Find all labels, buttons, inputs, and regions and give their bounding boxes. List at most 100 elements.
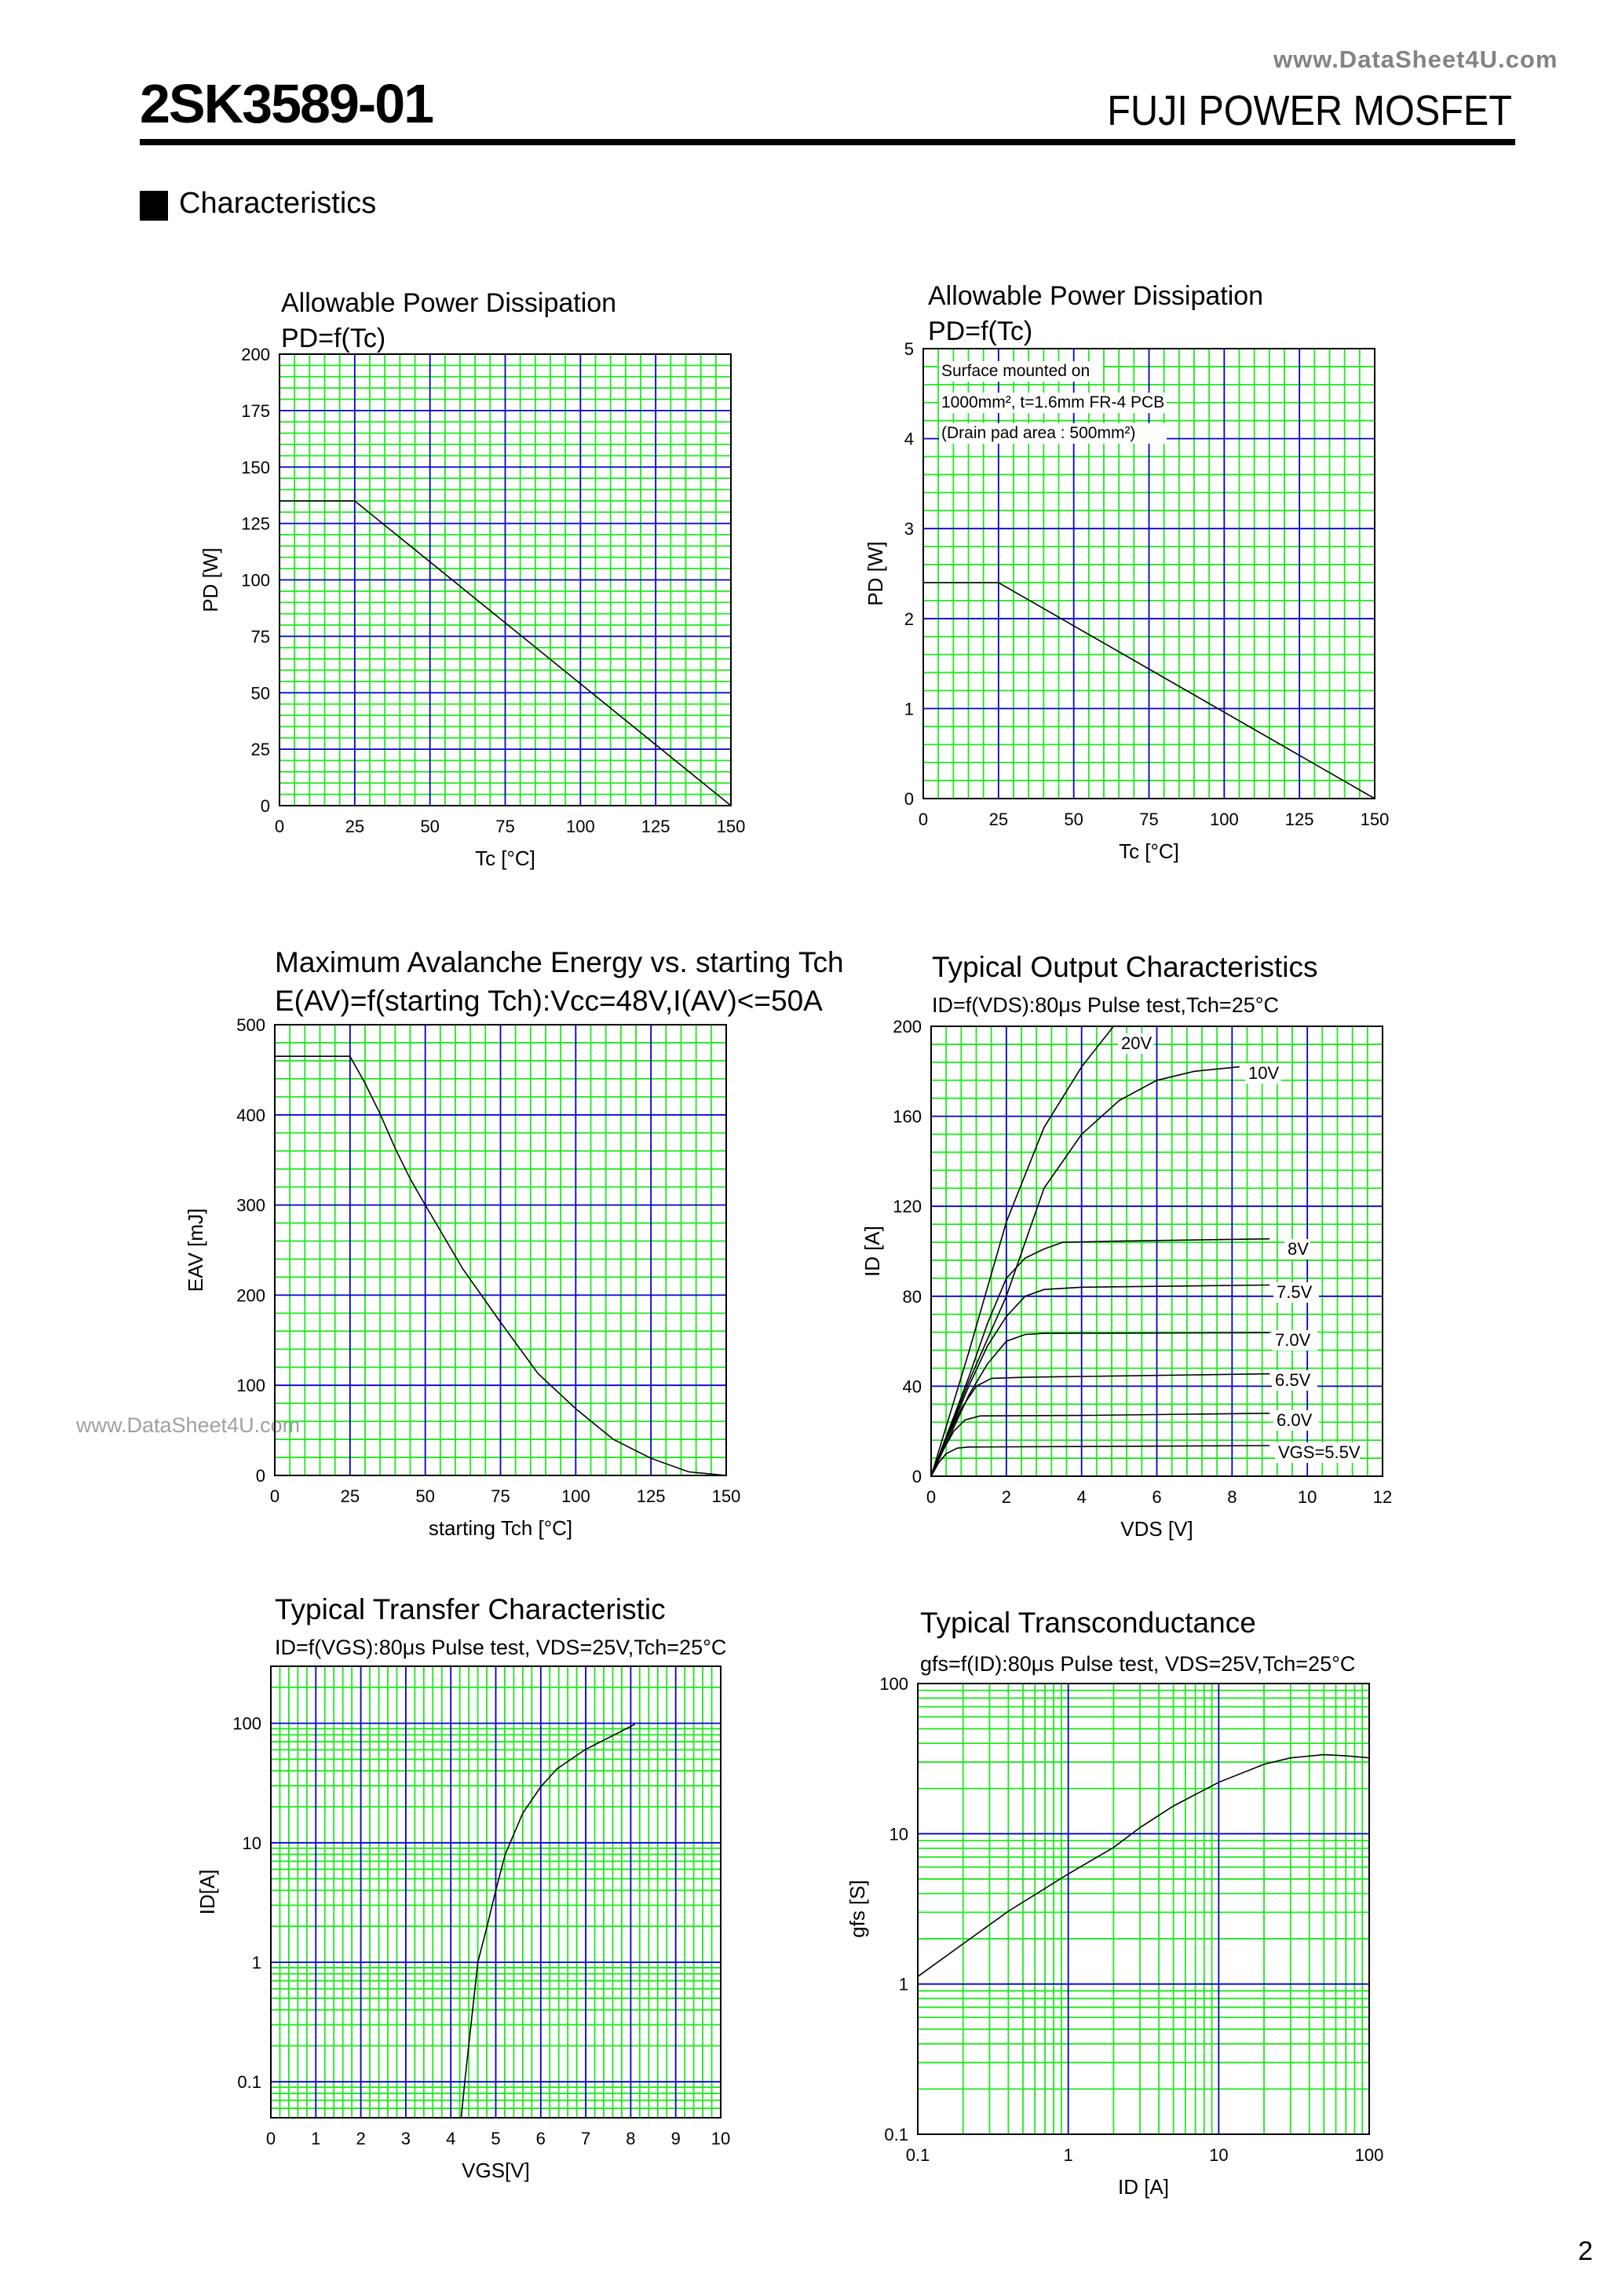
x-tick-label: 125 bbox=[1285, 810, 1314, 829]
y-axis-label: ID [A] bbox=[860, 1226, 884, 1277]
series-curve bbox=[930, 1026, 1115, 1477]
x-tick-label: 100 bbox=[1210, 810, 1239, 829]
x-tick-label: 4 bbox=[446, 2129, 455, 2148]
x-tick-label: 7 bbox=[581, 2129, 590, 2148]
x-tick-label: 5 bbox=[491, 2129, 500, 2148]
series-label-background bbox=[1118, 1033, 1154, 1054]
plot-frame bbox=[922, 348, 1375, 799]
series-label-background bbox=[1272, 1330, 1317, 1351]
x-tick-label: 25 bbox=[989, 810, 1008, 829]
series-curve bbox=[930, 1413, 1270, 1477]
x-tick-label: 9 bbox=[671, 2129, 681, 2148]
x-axis-label: Tc [°C] bbox=[475, 846, 535, 870]
y-tick-label: 10 bbox=[890, 1824, 908, 1844]
series-label-background bbox=[1245, 1063, 1281, 1084]
brand-title: FUJI POWER MOSFET bbox=[1107, 87, 1512, 134]
series-label: 7.5V bbox=[1277, 1282, 1313, 1302]
series-label: 20V bbox=[1121, 1033, 1152, 1053]
chart-title: Typical Transfer Characteristic bbox=[275, 1593, 666, 1625]
chart-4: Typical Output Characteristics ID=f(VDS):… bbox=[860, 951, 1392, 1541]
plot-frame bbox=[279, 353, 732, 806]
y-tick-label: 200 bbox=[893, 1017, 922, 1036]
watermark-top: www.DataSheet4U.com bbox=[1273, 46, 1558, 73]
x-tick-label: 25 bbox=[341, 1486, 360, 1506]
x-tick-label: 4 bbox=[1077, 1487, 1087, 1507]
y-tick-label: 125 bbox=[241, 514, 270, 534]
y-tick-label: 175 bbox=[241, 401, 270, 421]
series-curve bbox=[930, 1332, 1270, 1477]
y-tick-label: 75 bbox=[251, 627, 270, 646]
y-tick-label: 1 bbox=[904, 699, 914, 718]
y-tick-label: 0 bbox=[261, 796, 270, 816]
series-curve bbox=[930, 1238, 1270, 1477]
chart-subtitle: E(AV)=f(starting Tch):Vcc=48V,I(AV)<=50A bbox=[275, 985, 823, 1017]
y-tick-label: 0 bbox=[904, 789, 914, 809]
y-tick-label: 100 bbox=[236, 1376, 265, 1395]
series-label: VGS=5.5V bbox=[1278, 1442, 1361, 1462]
x-tick-label: 50 bbox=[1064, 810, 1083, 829]
y-tick-label: 500 bbox=[236, 1015, 265, 1035]
y-tick-label: 1 bbox=[899, 1975, 908, 1994]
y-axis-label: gfs [S] bbox=[846, 1880, 869, 1938]
series-curve bbox=[930, 1445, 1270, 1477]
x-tick-label: 100 bbox=[1355, 2145, 1384, 2165]
y-tick-label: 10 bbox=[243, 1834, 261, 1853]
y-tick-label: 200 bbox=[241, 345, 270, 364]
x-tick-label: 75 bbox=[491, 1486, 510, 1506]
x-axis-label: ID [A] bbox=[1118, 2175, 1169, 2199]
chart-annotation: 1000mm², t=1.6mm FR-4 PCB bbox=[941, 393, 1164, 411]
page-number: 2 bbox=[1578, 2236, 1593, 2266]
chart-subtitle: PD=f(Tc) bbox=[281, 324, 385, 353]
series-label-background bbox=[1272, 1370, 1317, 1391]
grid bbox=[922, 348, 1375, 799]
chart-title: Typical Output Characteristics bbox=[932, 951, 1317, 983]
x-axis-label: VDS [V] bbox=[1120, 1517, 1193, 1541]
header-rule bbox=[140, 139, 1515, 145]
x-tick-label: 50 bbox=[420, 817, 439, 836]
y-tick-label: 40 bbox=[903, 1377, 922, 1396]
x-tick-label: 100 bbox=[561, 1486, 590, 1506]
chart-subtitle: PD=f(Tc) bbox=[928, 316, 1032, 346]
x-tick-label: 75 bbox=[1139, 810, 1158, 829]
y-tick-label: 0.1 bbox=[884, 2125, 908, 2144]
y-tick-label: 0 bbox=[256, 1466, 265, 1486]
x-tick-label: 8 bbox=[626, 2129, 635, 2148]
y-tick-label: 1 bbox=[252, 1953, 261, 1972]
y-tick-label: 3 bbox=[904, 519, 914, 539]
chart-title: Maximum Avalanche Energy vs. starting Tc… bbox=[275, 946, 844, 978]
section-title: Characteristics bbox=[179, 187, 377, 220]
y-tick-label: 50 bbox=[251, 683, 270, 703]
x-tick-label: 0 bbox=[266, 2129, 276, 2148]
y-tick-label: 4 bbox=[904, 430, 914, 449]
y-tick-label: 2 bbox=[904, 609, 914, 629]
x-tick-label: 50 bbox=[415, 1486, 434, 1506]
y-axis-label: PD [W] bbox=[199, 547, 222, 612]
chart-subtitle: ID=f(VDS):80μs Pulse test,Tch=25°C bbox=[932, 993, 1279, 1017]
series-label: 8V bbox=[1288, 1239, 1309, 1259]
plot-frame bbox=[930, 1026, 1383, 1477]
chart-subtitle: ID=f(VGS):80μs Pulse test, VDS=25V,Tch=2… bbox=[275, 1636, 726, 1659]
chart-title: Allowable Power Dissipation bbox=[281, 288, 616, 318]
x-tick-label: 125 bbox=[637, 1486, 666, 1506]
x-tick-label: 6 bbox=[536, 2129, 546, 2148]
x-tick-label: 1 bbox=[1064, 2145, 1073, 2165]
y-tick-label: 80 bbox=[903, 1287, 922, 1307]
x-tick-label: 75 bbox=[495, 817, 514, 836]
x-tick-label: 0 bbox=[275, 817, 284, 836]
y-tick-label: 100 bbox=[879, 1674, 908, 1694]
y-tick-label: 100 bbox=[241, 571, 270, 590]
y-tick-label: 5 bbox=[904, 339, 914, 359]
x-axis-label: Tc [°C] bbox=[1119, 839, 1179, 863]
x-tick-label: 0 bbox=[270, 1486, 279, 1506]
x-tick-label: 0 bbox=[919, 810, 928, 829]
plot-frame bbox=[274, 1024, 727, 1476]
chart-title: Allowable Power Dissipation bbox=[928, 281, 1263, 311]
y-tick-label: 160 bbox=[893, 1107, 922, 1127]
y-tick-label: 0.1 bbox=[237, 2072, 261, 2092]
x-tick-label: 0.1 bbox=[906, 2145, 930, 2165]
x-tick-label: 8 bbox=[1227, 1487, 1237, 1507]
series-label: 7.0V bbox=[1275, 1330, 1311, 1350]
chart-annotation: (Drain pad area : 500mm²) bbox=[941, 424, 1135, 442]
x-tick-label: 100 bbox=[566, 817, 595, 836]
